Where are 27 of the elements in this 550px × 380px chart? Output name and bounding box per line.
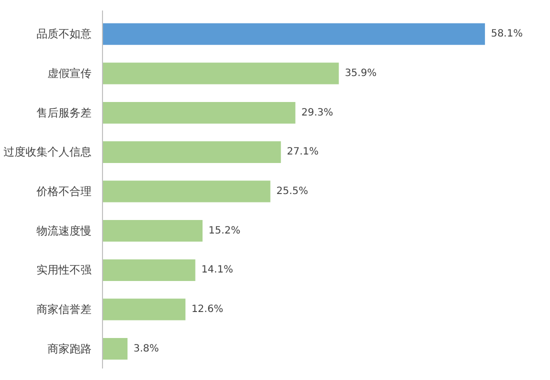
bar xyxy=(102,23,485,45)
bar xyxy=(102,220,203,242)
y-tick-label: 价格不合理 xyxy=(36,184,92,198)
bar xyxy=(102,338,128,360)
y-tick-label: 品质不如意 xyxy=(36,28,92,41)
y-tick-label: 过度收集个人信息 xyxy=(4,146,92,159)
data-label: 3.8% xyxy=(134,343,159,354)
bar xyxy=(102,259,196,281)
y-tick-label: 虚假宣传 xyxy=(48,66,92,80)
y-tick-label: 商家跑路 xyxy=(48,342,92,356)
data-label: 29.3% xyxy=(301,107,334,118)
data-label: 12.6% xyxy=(191,304,224,315)
bar xyxy=(102,62,339,84)
y-tick-label: 实用性不强 xyxy=(36,264,92,277)
y-tick-label: 商家信誉差 xyxy=(36,302,92,316)
data-label: 58.1% xyxy=(490,28,523,40)
bar xyxy=(102,298,186,320)
data-label: 27.1% xyxy=(286,146,319,158)
data-label: 25.5% xyxy=(276,186,308,197)
data-label: 15.2% xyxy=(208,225,240,236)
y-tick-label: 售后服务差 xyxy=(36,106,92,120)
data-label: 35.9% xyxy=(344,68,377,79)
bar xyxy=(102,180,270,202)
y-tick-label: 物流速度慢 xyxy=(36,224,92,238)
bar xyxy=(102,102,296,124)
bar xyxy=(102,141,281,163)
data-label: 14.1% xyxy=(201,264,234,276)
